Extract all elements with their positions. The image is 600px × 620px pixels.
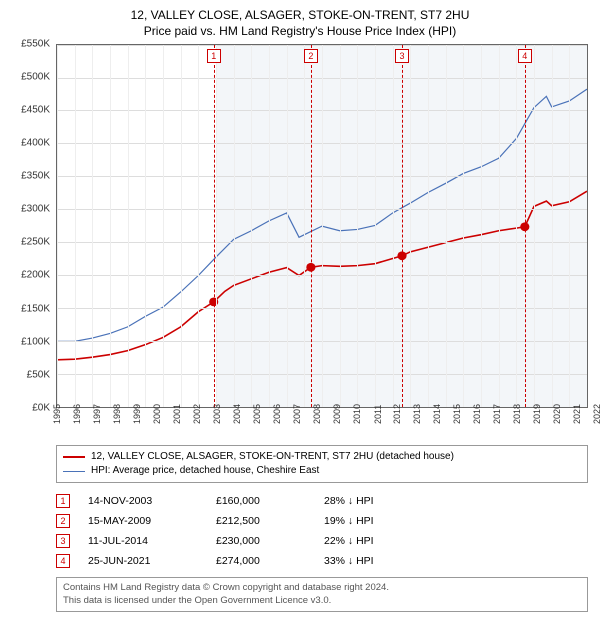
legend-row: HPI: Average price, detached house, Ches…	[63, 464, 581, 478]
y-tick: £450K	[21, 104, 50, 115]
chart-area: £0K£50K£100K£150K£200K£250K£300K£350K£40…	[12, 44, 588, 408]
chart-marker-2: 2	[304, 49, 318, 63]
table-row: 2 15-MAY-2009 £212,500 19% ↓ HPI	[56, 511, 588, 531]
table-price: £230,000	[216, 535, 306, 547]
table-diff: 22% ↓ HPI	[324, 535, 414, 547]
y-tick: £100K	[21, 336, 50, 347]
y-tick: £300K	[21, 204, 50, 215]
table-price: £160,000	[216, 495, 306, 507]
table-date: 25-JUN-2021	[88, 555, 198, 567]
table-diff: 19% ↓ HPI	[324, 515, 414, 527]
table-diff: 28% ↓ HPI	[324, 495, 414, 507]
marker-table: 1 14-NOV-2003 £160,000 28% ↓ HPI 2 15-MAY-200…	[56, 491, 588, 571]
y-axis: £0K£50K£100K£150K£200K£250K£300K£350K£40…	[12, 44, 56, 408]
footer-line2: This data is licensed under the Open Gov…	[63, 595, 581, 607]
table-marker-box: 3	[56, 534, 70, 548]
table-row: 3 11-JUL-2014 £230,000 22% ↓ HPI	[56, 531, 588, 551]
footer-line1: Contains HM Land Registry data © Crown c…	[63, 582, 581, 594]
chart-title: 12, VALLEY CLOSE, ALSAGER, STOKE-ON-TREN…	[12, 8, 588, 24]
y-tick: £150K	[21, 303, 50, 314]
table-row: 4 25-JUN-2021 £274,000 33% ↓ HPI	[56, 551, 588, 571]
chart-marker-1: 1	[207, 49, 221, 63]
y-tick: £250K	[21, 237, 50, 248]
table-date: 14-NOV-2003	[88, 495, 198, 507]
table-marker-box: 2	[56, 514, 70, 528]
legend-swatch	[63, 456, 85, 458]
legend-row: 12, VALLEY CLOSE, ALSAGER, STOKE-ON-TREN…	[63, 450, 581, 464]
y-tick: £50K	[27, 369, 50, 380]
y-tick: £550K	[21, 38, 50, 49]
x-axis: 1995199619971998199920002001200220032004…	[56, 408, 588, 441]
chart-marker-4: 4	[518, 49, 532, 63]
y-tick: £400K	[21, 137, 50, 148]
footer: Contains HM Land Registry data © Crown c…	[56, 577, 588, 612]
chart-marker-3: 3	[395, 49, 409, 63]
table-price: £274,000	[216, 555, 306, 567]
table-date: 11-JUL-2014	[88, 535, 198, 547]
y-tick: £0K	[32, 402, 50, 413]
legend: 12, VALLEY CLOSE, ALSAGER, STOKE-ON-TREN…	[56, 445, 588, 483]
y-tick: £200K	[21, 270, 50, 281]
chart-subtitle: Price paid vs. HM Land Registry's House …	[12, 24, 588, 38]
plot-area: 1 2 3 4	[56, 44, 588, 408]
table-marker-box: 1	[56, 494, 70, 508]
y-tick: £350K	[21, 171, 50, 182]
table-diff: 33% ↓ HPI	[324, 555, 414, 567]
table-row: 1 14-NOV-2003 £160,000 28% ↓ HPI	[56, 491, 588, 511]
y-tick: £500K	[21, 71, 50, 82]
legend-label: HPI: Average price, detached house, Ches…	[91, 464, 319, 478]
legend-swatch	[63, 471, 85, 472]
legend-label: 12, VALLEY CLOSE, ALSAGER, STOKE-ON-TREN…	[91, 450, 454, 464]
table-marker-box: 4	[56, 554, 70, 568]
table-date: 15-MAY-2009	[88, 515, 198, 527]
table-price: £212,500	[216, 515, 306, 527]
x-tick: 2022	[592, 404, 600, 424]
